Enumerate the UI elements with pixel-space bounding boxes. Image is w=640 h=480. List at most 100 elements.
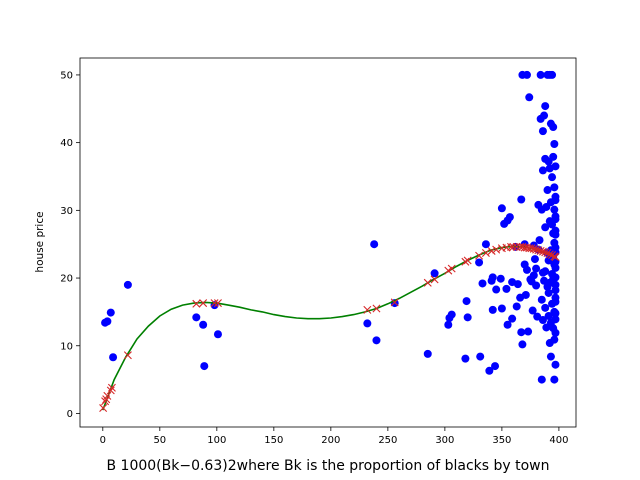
data-point [491,362,500,371]
data-point [536,70,545,79]
predicted-point-stroke [372,304,381,313]
data-point [538,166,547,175]
predicted-point-stroke [548,251,557,260]
predicted-point-stroke [534,246,543,255]
data-point [541,303,550,312]
predicted-point-stroke [522,243,531,252]
x-tick-label: 250 [378,435,397,446]
predicted-point [423,278,432,287]
data-point [496,274,505,283]
predicted-point-stroke [509,242,518,251]
data-point [213,330,222,339]
y-axis-label: house price [34,211,46,272]
data-point [551,263,560,272]
data-point [525,93,534,102]
data-point [551,273,560,282]
data-point [485,366,494,375]
data-point [513,280,522,289]
data-point [423,349,432,358]
predicted-point-stroke [545,250,554,259]
data-point [199,320,208,329]
predicted-point-stroke [516,242,525,251]
predicted-point [103,391,112,400]
predicted-point [199,299,208,308]
data-point [476,352,485,361]
y-tick-label: 0 [67,409,73,420]
y-tick-label: 10 [60,341,73,352]
data-point [521,290,530,299]
predicted-point-stroke [99,404,108,413]
y-tick-label: 50 [60,70,73,81]
data-point [478,279,487,288]
data-point [492,285,501,294]
predicted-point [475,251,484,260]
predicted-point [99,404,108,413]
x-tick-label: 400 [549,435,568,446]
data-point [537,375,546,384]
data-point [106,308,115,317]
predicted-point-stroke [423,278,432,287]
predicted-point [101,397,110,406]
data-point [550,375,559,384]
predicted-point-stroke [101,397,110,406]
predicted-point-stroke [541,248,550,257]
predicted-point [481,249,490,257]
predicted-point-stroke [536,246,545,255]
predicted-point [536,246,545,255]
data-point [551,297,560,306]
data-point [524,327,533,336]
data-point [551,328,560,337]
data-point [522,265,531,274]
x-tick-label: 350 [492,435,511,446]
x-tick-label: 200 [321,435,340,446]
predicted-point [461,257,470,266]
data-point [444,320,453,329]
data-point [200,362,209,371]
predicted-point-stroke [529,244,538,253]
predicted-point [507,242,515,251]
data-point [550,139,559,148]
data-point [546,352,555,361]
data-point [544,311,553,320]
predicted-point-stroke [103,391,112,400]
data-point [551,360,560,369]
data-point [505,213,514,222]
data-point [517,195,526,204]
data-point [518,340,527,349]
predicted-point [430,275,439,284]
data-point [532,281,541,290]
predicted-point-stroke [487,246,496,255]
predicted-point-stroke [363,305,372,314]
predicted-point-stroke [475,251,484,260]
predicted-point-stroke [532,245,541,254]
data-point [535,236,544,245]
predicted-point-stroke [492,245,501,254]
data-point [370,240,379,249]
data-point [540,111,549,120]
predicted-point [123,351,132,360]
predicted-point [551,253,560,262]
predicted-point [447,264,456,273]
predicted-point-stroke [447,264,456,273]
data-point [372,336,381,345]
data-point [103,317,112,326]
predicted-point [363,305,372,314]
data-point [462,297,471,306]
data-point [532,264,541,273]
predicted-point [527,244,536,253]
predicted-point [372,304,381,313]
data-point [481,240,490,249]
data-point [543,186,552,195]
predicted-point [509,242,518,251]
y-tick-label: 20 [60,274,73,285]
data-point [550,205,559,214]
data-point [529,271,538,280]
data-point [530,255,539,264]
predicted-point [529,244,538,253]
predicted-point [512,242,521,251]
data-point [430,269,439,278]
data-point [517,328,526,337]
data-point [497,304,506,313]
x-tick-label: 300 [435,435,454,446]
